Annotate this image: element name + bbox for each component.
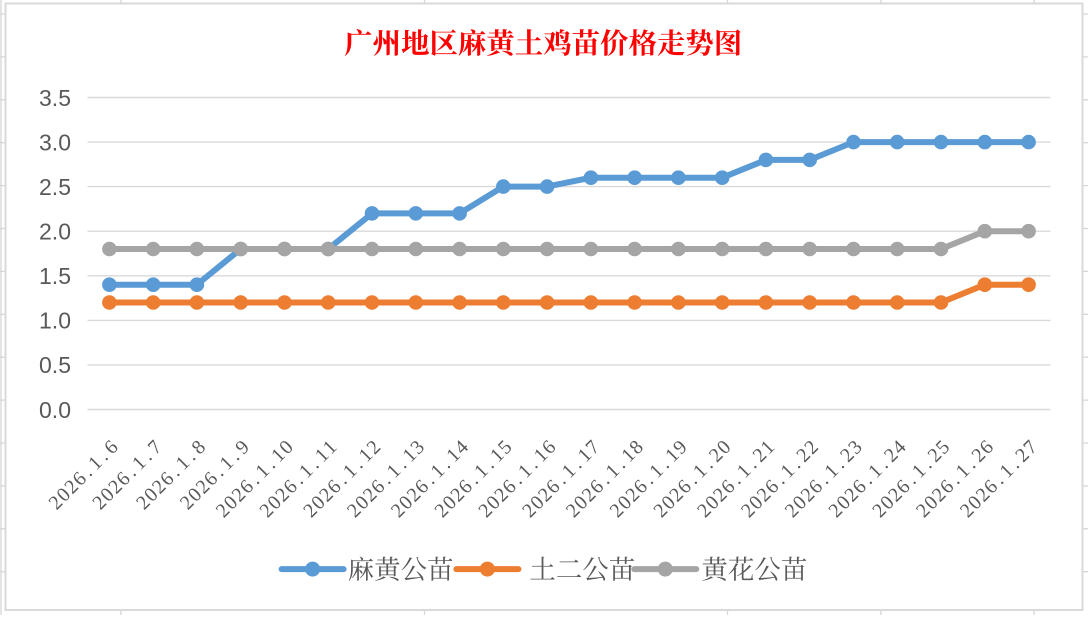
svg-text:2.5: 2.5: [39, 174, 71, 200]
svg-text:1.0: 1.0: [39, 308, 71, 334]
svg-text:0.0: 0.0: [39, 397, 71, 423]
svg-text:1.5: 1.5: [39, 263, 71, 289]
svg-text:3.5: 3.5: [39, 85, 71, 111]
svg-text:3.0: 3.0: [39, 129, 71, 155]
svg-text:2.0: 2.0: [39, 219, 71, 245]
svg-text:0.5: 0.5: [39, 352, 71, 378]
